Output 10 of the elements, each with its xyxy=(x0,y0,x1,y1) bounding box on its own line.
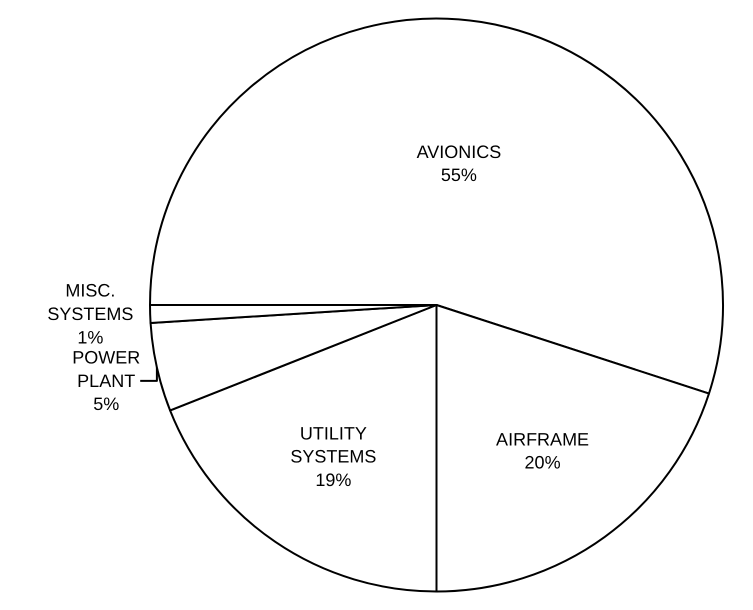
slice-label: UTILITY SYSTEMS xyxy=(290,423,376,467)
data-label: 20% xyxy=(524,452,561,473)
data-label: 5% xyxy=(93,394,120,414)
data-label: 1% xyxy=(77,327,104,348)
slice-label: AIRFRAME xyxy=(496,429,590,450)
slice-label: MISC. SYSTEMS xyxy=(47,280,134,324)
data-label: 55% xyxy=(440,165,477,186)
slice-label: AVIONICS xyxy=(416,142,502,162)
data-label: 19% xyxy=(315,470,352,490)
slice-label: POWER PLANT xyxy=(72,347,140,391)
